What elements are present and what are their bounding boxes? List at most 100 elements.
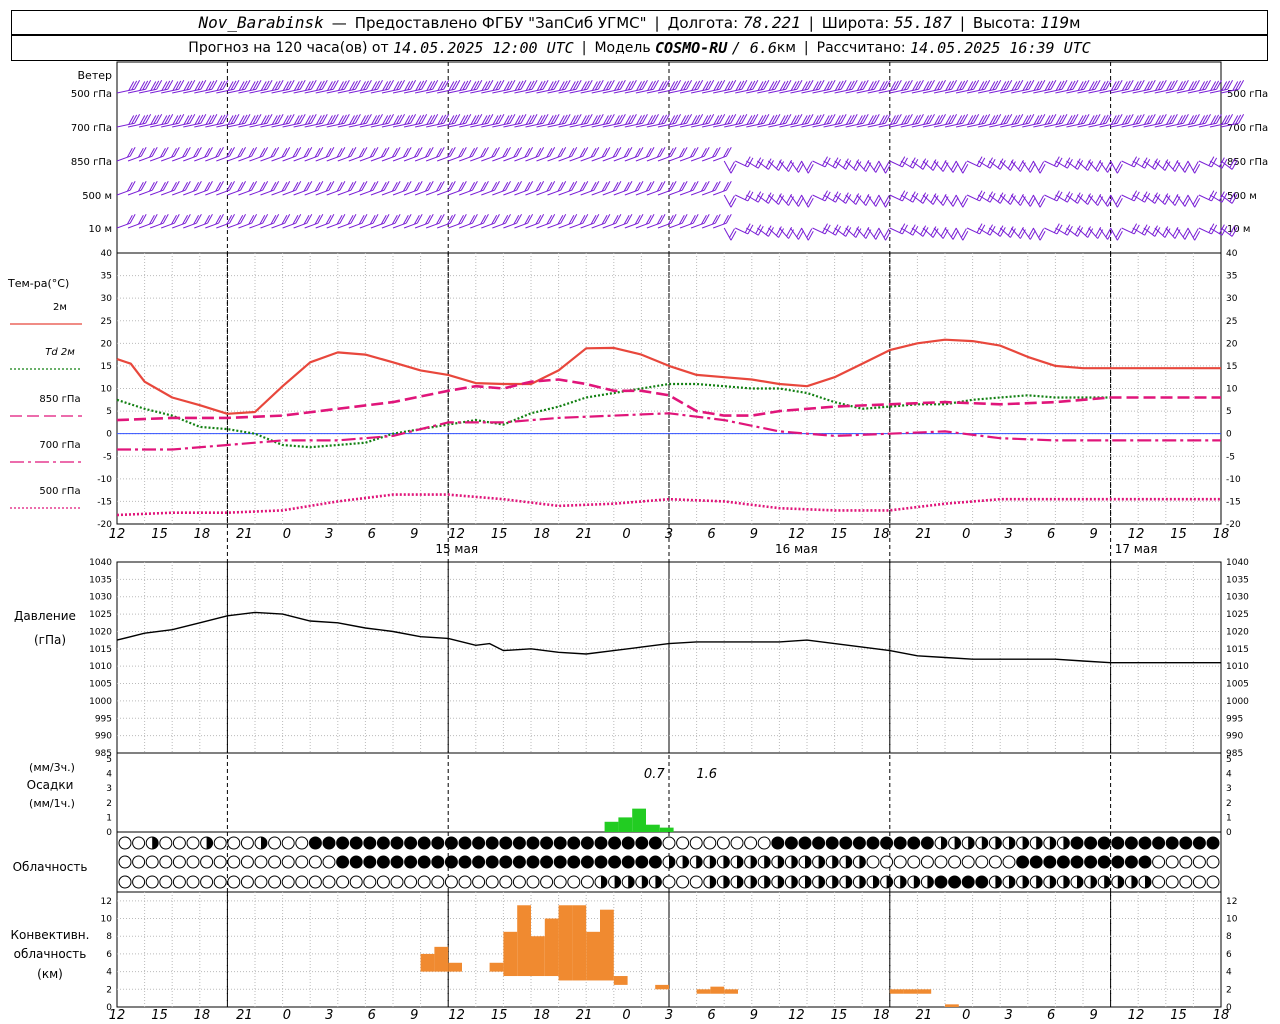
wind-barb-feather (248, 214, 255, 225)
wind-barb-feather (727, 80, 734, 91)
wind-barb-shaft (779, 227, 789, 239)
cloud-symbol (404, 875, 418, 889)
cloud-symbol-full (376, 836, 390, 850)
wind-barb-feather (628, 80, 634, 91)
wind-barb-feather (354, 80, 361, 90)
wind-barb-shaft (701, 222, 716, 229)
wind-barb-feather (593, 180, 600, 191)
cloud-symbol (648, 875, 662, 889)
wind-barb-shaft (304, 222, 319, 229)
wind-barb-feather (779, 115, 786, 125)
time-tick-bottom: 9 (1089, 1008, 1097, 1023)
wind-barb-feather (516, 213, 522, 224)
wind-barb-feather (1107, 197, 1114, 207)
wind-barb-feather (826, 80, 833, 91)
wind-barb-shaft (1187, 227, 1196, 241)
wind-barb-feather (1066, 115, 1073, 125)
cloud-symbol (608, 855, 622, 869)
wind-barb-feather (448, 115, 455, 125)
cloud-symbol (1124, 836, 1138, 850)
cloud-symbol-empty (118, 855, 132, 869)
wind-barb-feather (979, 191, 986, 202)
wind-barb-feather (321, 80, 328, 90)
wind-barb-feather (293, 81, 300, 91)
pres-tick-right: 990 (1226, 732, 1243, 742)
wind-barb-feather (194, 115, 201, 125)
pres-tick-left: 985 (95, 749, 112, 759)
cloud-symbol (934, 875, 948, 889)
prec-tick-right: 2 (1226, 799, 1232, 809)
cloud-symbol (118, 836, 132, 850)
prec-tick-right: 5 (1226, 755, 1232, 765)
cloud-symbol (621, 836, 635, 850)
wind-barb-feather (303, 147, 310, 158)
wind-barb-feather (892, 114, 899, 125)
wind-barb-feather (730, 80, 737, 90)
cloud-symbol-half (845, 876, 852, 888)
temp-tick-left: -5 (103, 452, 112, 462)
wind-barb-feather (524, 214, 531, 225)
cloud-symbol (1206, 875, 1220, 889)
cloud-symbol (1084, 855, 1098, 869)
wind-barb-feather (465, 114, 472, 124)
wind-barb-feather (962, 164, 969, 174)
wind-barb-shaft (492, 222, 506, 229)
wind-barb-shaft (558, 189, 572, 196)
cloud-symbol-empty (1206, 875, 1220, 889)
wind-barb-feather (391, 181, 398, 192)
wind-barb-feather (713, 115, 720, 125)
wind-level-right: 10 м (1227, 224, 1250, 235)
wind-barb-feather (1124, 80, 1131, 91)
time-tick-mid: 18 (873, 527, 890, 542)
cloud-symbol-empty (254, 875, 268, 889)
wind-barb-feather (945, 115, 952, 125)
wind-barb-shaft (878, 227, 886, 241)
wind-barb-feather (593, 213, 600, 224)
wind-barb-feather (274, 80, 281, 91)
wind-barb-feather (960, 161, 967, 171)
cloud-symbol (934, 836, 948, 850)
time-tick-bottom: 12 (788, 1008, 805, 1023)
wind-barb-feather (708, 80, 715, 90)
prec-tick-left: 3 (106, 784, 112, 794)
cloud-symbol-full (975, 875, 989, 889)
pres-tick-left: 1035 (89, 575, 112, 585)
cloud-symbol (390, 875, 404, 889)
wind-barb-feather (509, 80, 516, 90)
wind-barb-shaft (503, 189, 517, 196)
cloud-symbol (594, 836, 608, 850)
wind-barb-feather (603, 81, 609, 91)
wind-barb-shaft (944, 88, 963, 94)
time-tick-mid: 3 (325, 527, 333, 542)
wind-barb-feather (369, 214, 376, 225)
wind-barb-feather (1038, 195, 1045, 205)
cloud-symbol-empty (145, 875, 159, 889)
wind-barb-feather (697, 80, 704, 90)
wind-barb-feather (807, 231, 814, 241)
wind-barb-feather (645, 147, 652, 158)
pres-tick-right: 1040 (1226, 558, 1249, 568)
cloud-symbol (852, 875, 866, 889)
wind-barb-feather (282, 115, 289, 125)
cloud-symbol-empty (159, 875, 173, 889)
cloud-symbol-full (648, 855, 662, 869)
wind-barb-feather (393, 115, 400, 125)
convective-bar (531, 936, 545, 977)
wind-barb-feather (1177, 115, 1183, 125)
wind-barb-feather (700, 147, 707, 158)
wind-barb-feather (306, 213, 313, 224)
convective-bar (572, 905, 587, 981)
wind-barb-feather (513, 147, 520, 158)
cloud-symbol-full (1206, 836, 1220, 850)
wind-barb-feather (702, 81, 709, 91)
temp-tick-right: 10 (1226, 385, 1238, 395)
cloud-symbol-empty (186, 855, 200, 869)
prec-unit-1h: (мм/1ч.) (29, 797, 75, 810)
wind-barb-feather (904, 114, 910, 125)
wind-barb-feather (760, 80, 767, 91)
cloud-symbol-half (1063, 876, 1070, 888)
wind-barb-feather (476, 114, 483, 124)
wind-barb-shaft (127, 122, 146, 128)
wind-barb-shaft (238, 189, 252, 196)
wind-barb-feather (735, 115, 742, 125)
